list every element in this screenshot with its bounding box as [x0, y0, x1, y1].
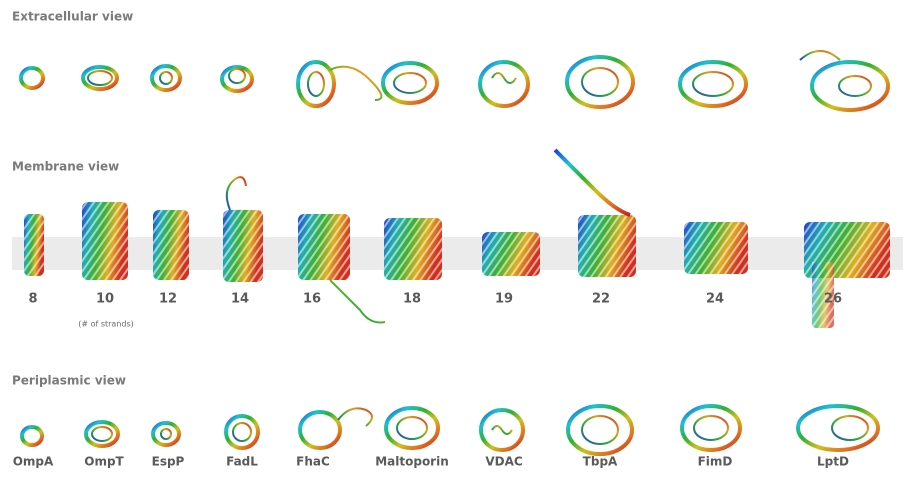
protein-name: VDAC: [485, 455, 523, 469]
strand-count: 12: [159, 292, 177, 307]
protein-name: FimD: [698, 455, 733, 469]
periplasmic-structures: [20, 404, 880, 456]
section-title: Membrane view: [12, 160, 119, 174]
membrane-band: [12, 237, 903, 270]
strand-count: 19: [495, 292, 513, 307]
protein-name: FadL: [226, 455, 258, 469]
protein-name: FhaC: [296, 455, 330, 469]
protein-name: Maltoporin: [375, 455, 449, 469]
strand-count: 14: [231, 292, 249, 307]
section-title: Extracellular view: [12, 10, 133, 24]
strand-note: (# of strands): [78, 320, 134, 329]
protein-name: OmpT: [84, 455, 124, 469]
protein-name: EspP: [152, 455, 185, 469]
protein-name: LptD: [817, 455, 849, 469]
extracellular-structures: [19, 50, 890, 112]
strand-count: 10: [96, 292, 114, 307]
strand-count: 24: [706, 292, 724, 307]
section-title: Periplasmic view: [12, 374, 126, 388]
strand-count: 16: [303, 292, 321, 307]
strand-count: 18: [403, 292, 421, 307]
protein-name: TbpA: [583, 455, 618, 469]
strand-count: 22: [592, 292, 610, 307]
protein-name: OmpA: [13, 455, 54, 469]
strand-count: 26: [824, 292, 842, 307]
membrane-structures: [24, 148, 890, 328]
strand-count: 8: [28, 292, 37, 307]
